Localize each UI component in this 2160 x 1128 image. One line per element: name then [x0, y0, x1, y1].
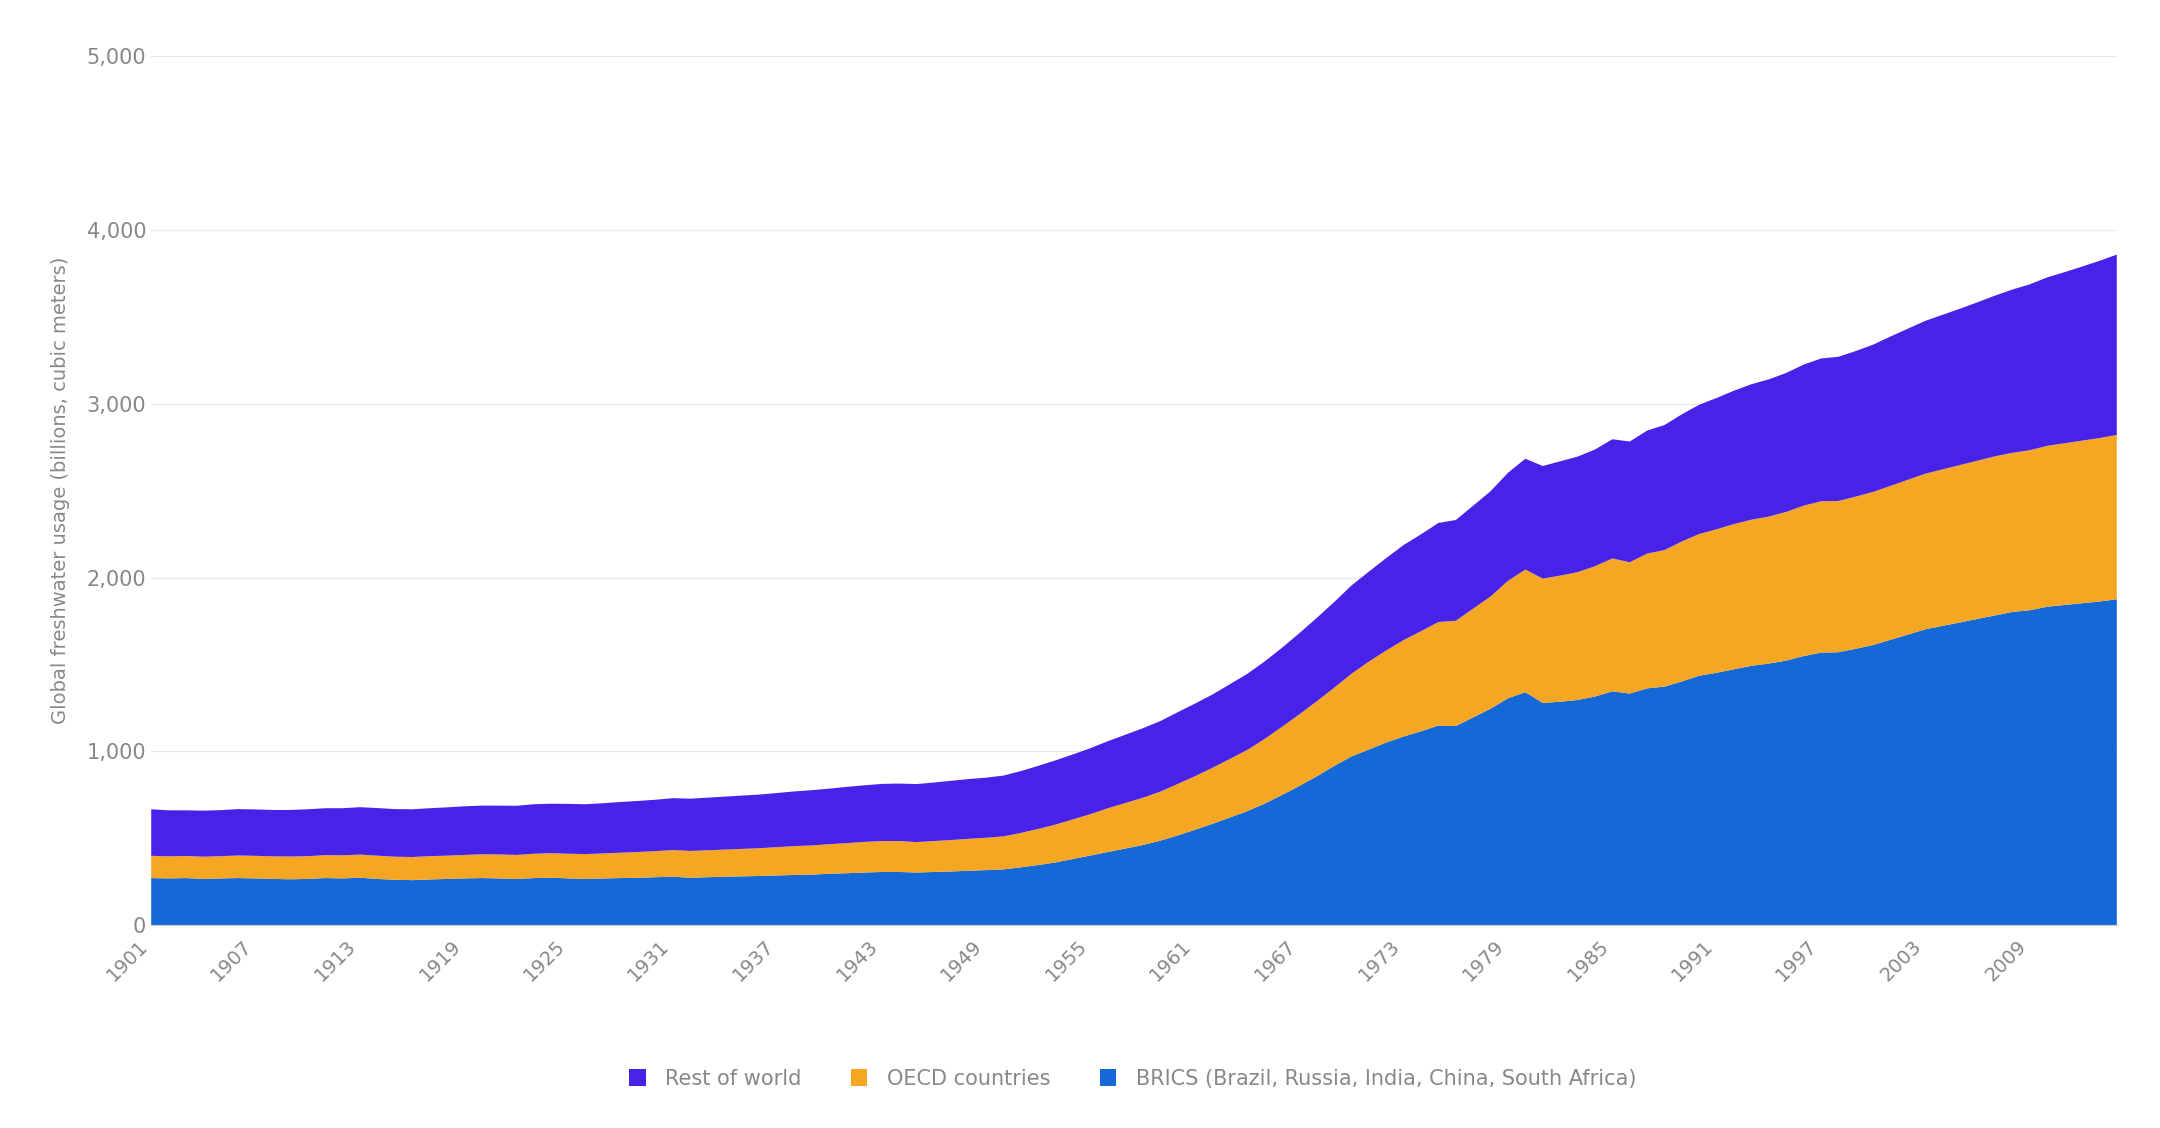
Legend: Rest of world, OECD countries, BRICS (Brazil, Russia, India, China, South Africa: Rest of world, OECD countries, BRICS (Br… — [611, 1048, 1657, 1110]
Y-axis label: Global freshwater usage (billions, cubic meters): Global freshwater usage (billions, cubic… — [52, 257, 69, 724]
